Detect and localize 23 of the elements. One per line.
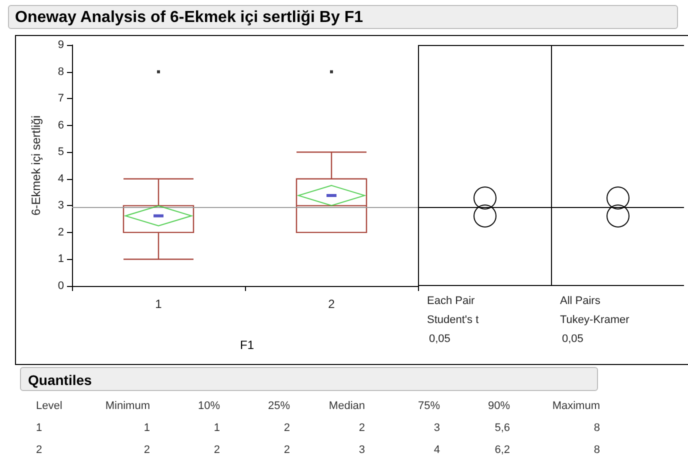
text: Level Minimum 10% 25% Median 75% 90% Maximum [36,400,600,412]
y-tick-label: 0 [58,280,64,292]
y-tick-label: 3 [58,200,64,212]
text: All Pairs [560,294,602,309]
x-axis-title: F1 [240,338,254,352]
y-tick-label: 9 [58,39,64,51]
chart-title: Oneway Analysis of 6-Ekmek içi sertliği By F1 [8,5,678,29]
text: Tukey-Kramer [560,313,630,328]
text: Each Pair [427,294,476,309]
text: 2 2 2 2 3 4 6,2 8 [36,444,600,456]
y-tick-label: 6 [58,119,64,132]
y-tick-label: 4 [58,172,64,185]
text: 0,05 [428,332,452,347]
y-axis-title: 6-Ekmek içi sertliği [29,115,43,216]
y-tick-label: 1 [58,253,64,266]
y-tick-label: 2 [58,226,64,238]
y-tick-label: 5 [58,146,64,158]
y-tick-label: 8 [58,66,64,78]
text: Student's t [427,313,479,328]
text: 0,05 [561,332,584,347]
text: 1 1 1 2 2 3 5,6 8 [36,422,600,434]
text: Quantiles [20,367,598,391]
y-tick-label: 7 [58,92,64,105]
